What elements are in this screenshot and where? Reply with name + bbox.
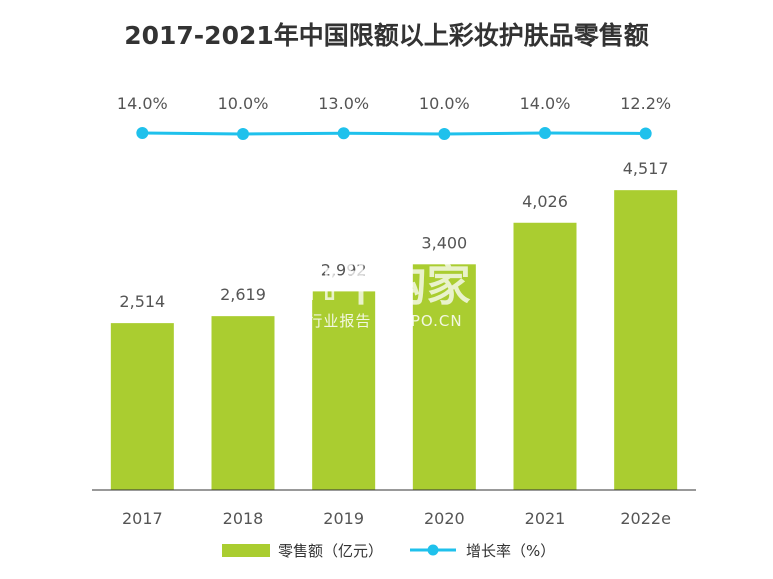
bar-label-2022e: 4,517	[623, 159, 669, 178]
growth-line-series	[136, 127, 652, 140]
bar-2017	[110, 323, 174, 490]
legend: 零售额（亿元） 增长率（%）	[222, 542, 555, 560]
bar-label-2018: 2,619	[220, 285, 266, 304]
bar-2019	[312, 291, 376, 490]
growth-point-2019	[337, 127, 350, 140]
x-tick-2021: 2021	[525, 509, 566, 528]
watermark-brand: ℍ牛购家	[299, 260, 470, 311]
bar-label-2020: 3,400	[421, 233, 467, 252]
x-tick-2022e: 2022e	[620, 509, 671, 528]
bar-series	[110, 190, 678, 490]
x-axis-ticks: 2017 2018 2019 2020 2021 2022e	[122, 509, 671, 528]
growth-point-2022e	[639, 127, 652, 140]
growth-point-2017	[136, 127, 149, 139]
bar-2021	[513, 222, 577, 490]
bar-2018	[211, 316, 275, 490]
bar-2022e	[614, 190, 678, 490]
x-tick-2017: 2017	[122, 509, 163, 528]
growth-point-2021	[539, 127, 551, 139]
growth-label-2021: 14.0%	[520, 94, 571, 113]
x-tick-2018: 2018	[223, 509, 264, 528]
growth-label-2018: 10.0%	[218, 94, 269, 113]
growth-label-2017: 14.0%	[117, 94, 168, 113]
bar-label-2021: 4,026	[522, 192, 568, 211]
watermark: ℍ牛购家 行业报告 IPOIPO.CN	[299, 260, 470, 330]
growth-point-2020	[438, 128, 451, 140]
growth-value-labels: 14.0% 10.0% 13.0% 10.0% 14.0% 12.2%	[117, 94, 671, 113]
x-tick-2019: 2019	[323, 509, 364, 528]
bar-value-labels: 2,514 2,619 2,992 3,400 4,026 4,517	[119, 159, 668, 311]
chart-title: 2017-2021年中国限额以上彩妆护肤品零售额	[124, 21, 649, 50]
bar-label-2019: 2,992	[321, 260, 367, 279]
bar-2020	[412, 264, 476, 490]
growth-label-2019: 13.0%	[318, 94, 369, 113]
bar-label-2017: 2,514	[119, 292, 165, 311]
x-tick-2020: 2020	[424, 509, 465, 528]
growth-label-2020: 10.0%	[419, 94, 470, 113]
legend-line-marker	[427, 544, 439, 556]
watermark-subtext: 行业报告 IPOIPO.CN	[307, 312, 462, 330]
growth-line	[142, 131, 646, 136]
legend-bar-label: 零售额（亿元）	[278, 542, 383, 560]
growth-label-2022e: 12.2%	[620, 94, 671, 113]
legend-line-label: 增长率（%）	[466, 542, 555, 560]
legend-bar-swatch	[222, 544, 270, 557]
growth-point-2018	[237, 128, 249, 140]
